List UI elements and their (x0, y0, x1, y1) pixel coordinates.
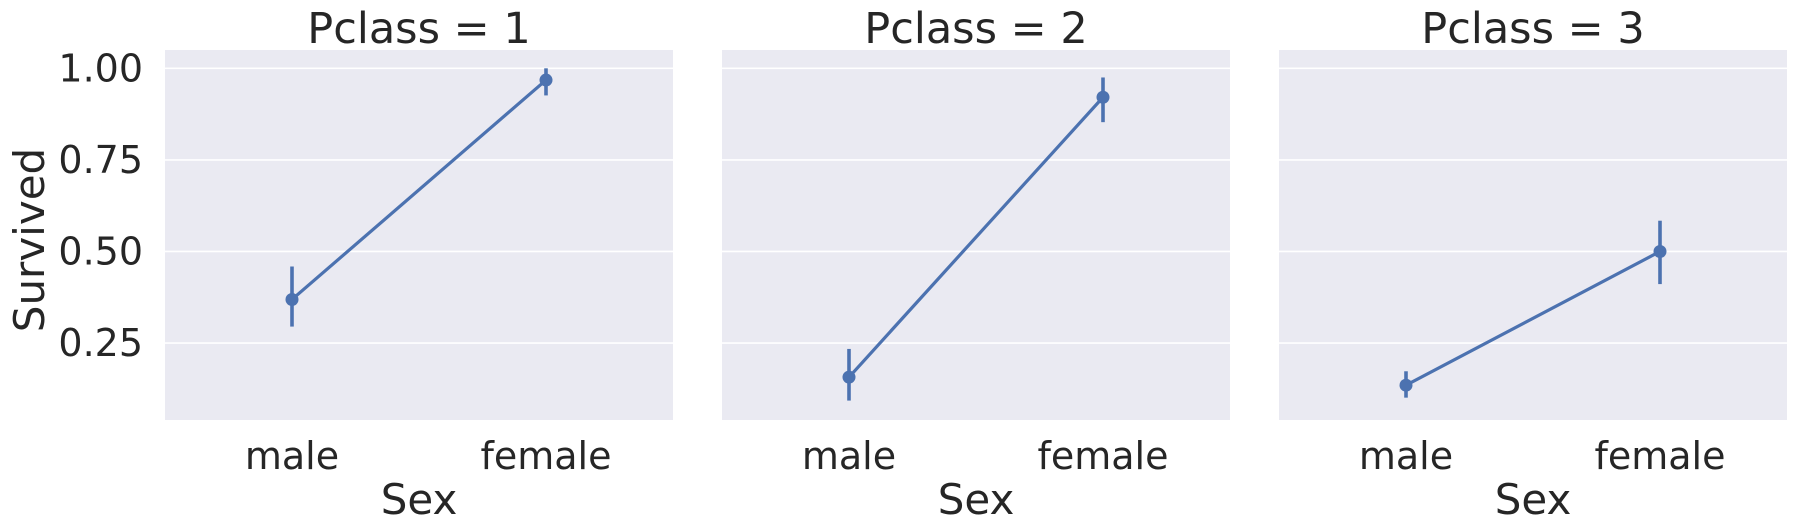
series-line (847, 95, 1105, 379)
data-point (285, 292, 299, 306)
facet-panel-pclass-1: 0.250.500.751.00 Pclass = 1 male female … (58, 4, 673, 524)
series-line (1404, 249, 1662, 387)
x-tick-label-female: female (1595, 434, 1726, 478)
y-tick-labels: 0.25 0.50 0.75 1.00 (58, 46, 143, 365)
gridlines (1279, 67, 1787, 344)
data-point (1399, 378, 1413, 392)
y-tick-label: 0.75 (58, 138, 143, 182)
y-tick-label: 0.50 (58, 229, 143, 273)
x-tick-label-female: female (1038, 434, 1169, 478)
x-tick-label-female: female (481, 434, 612, 478)
series-marks (842, 77, 1110, 401)
facet-title: Pclass = 3 (1421, 4, 1644, 54)
series-marks (285, 68, 553, 327)
gridlines (722, 67, 1230, 344)
x-tick-label-male: male (802, 434, 896, 478)
facet-title: Pclass = 2 (864, 4, 1087, 54)
series-marks (1399, 220, 1667, 398)
x-axis-label: Sex (938, 475, 1015, 524)
y-tick-label: 1.00 (58, 46, 143, 90)
x-tick-label-male: male (1359, 434, 1453, 478)
data-point (1653, 244, 1667, 258)
facet-title: Pclass = 1 (307, 4, 530, 54)
series-line (290, 78, 548, 302)
plot-area-background (165, 50, 673, 420)
y-tick-label: 0.25 (58, 321, 143, 365)
x-tick-label-male: male (245, 434, 339, 478)
plot-area-background (1279, 50, 1787, 420)
y-axis-label: Survived (5, 148, 54, 332)
gridlines (165, 67, 673, 344)
x-axis-label: Sex (1495, 475, 1572, 524)
x-axis-label: Sex (381, 475, 458, 524)
facet-panel-pclass-2: Pclass = 2 male female Sex (722, 4, 1230, 524)
data-point (539, 73, 553, 87)
data-point (1096, 90, 1110, 104)
facet-panel-pclass-3: Pclass = 3 male female Sex (1279, 4, 1787, 524)
data-point (842, 370, 856, 384)
